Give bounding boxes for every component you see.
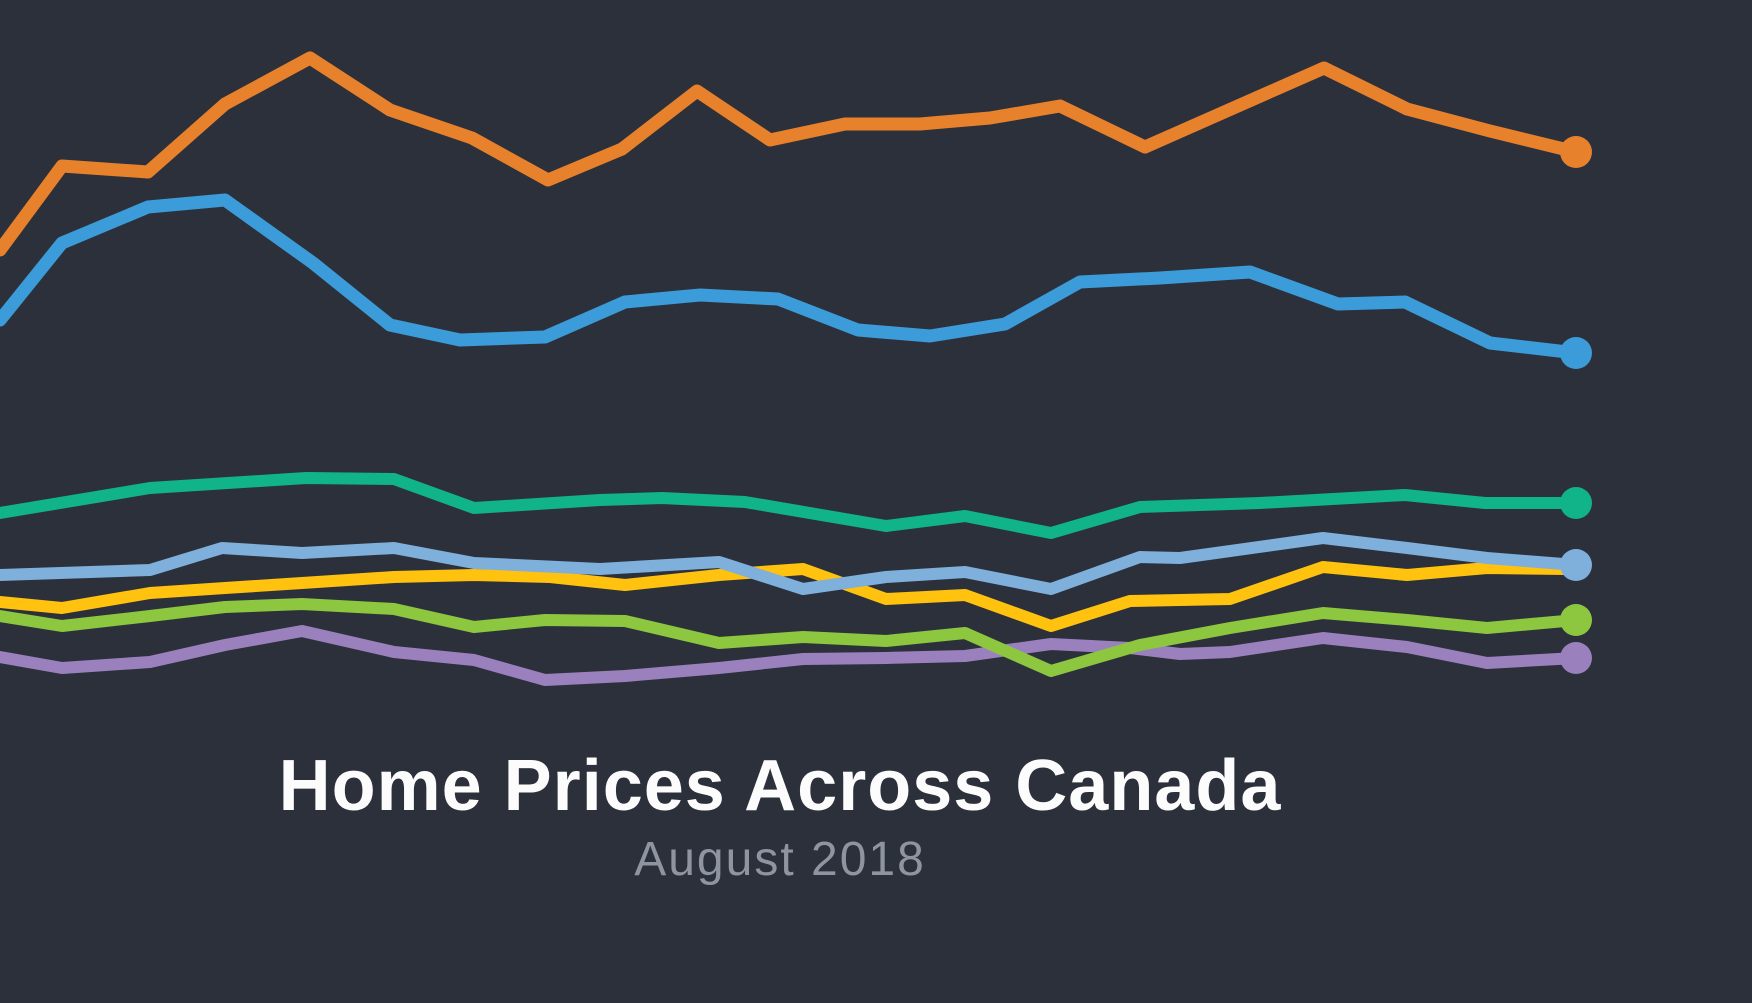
- endpoint-dot-purple: [1560, 642, 1592, 674]
- series-line-blue: [0, 193, 1583, 360]
- series-line-light-blue: [0, 532, 1582, 595]
- endpoint-dot-light-blue: [1560, 549, 1592, 581]
- endpoint-dot-lime-green: [1560, 604, 1592, 636]
- endpoint-dot-orange: [1560, 136, 1592, 168]
- endpoint-dot-teal-green: [1560, 487, 1592, 519]
- series-line-lime-green: [0, 598, 1582, 677]
- series-line-purple: [0, 625, 1582, 686]
- endpoint-dot-blue: [1560, 337, 1592, 369]
- series-line-orange: [0, 51, 1583, 257]
- series-line-teal-green: [0, 472, 1582, 539]
